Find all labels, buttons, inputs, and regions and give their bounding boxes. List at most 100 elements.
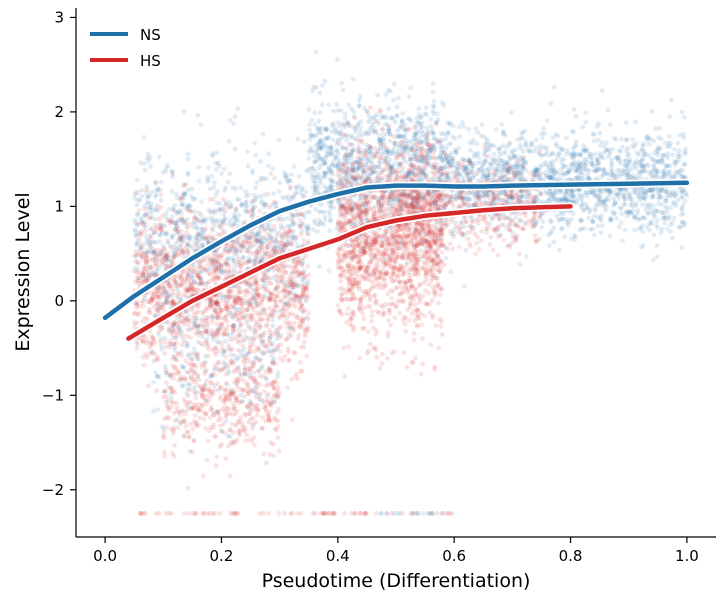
data-point-ns: [294, 190, 300, 195]
data-point-ns: [237, 260, 242, 266]
data-point-ns: [204, 267, 210, 273]
data-point-ns: [222, 269, 228, 275]
data-point-ns: [241, 255, 247, 261]
data-point-ns: [584, 193, 590, 199]
data-point-ns: [581, 142, 586, 148]
data-point-ns: [317, 178, 322, 184]
data-point-ns: [626, 151, 631, 157]
data-point-ns: [225, 256, 231, 262]
data-point-ns: [164, 231, 170, 237]
data-point-ns: [135, 211, 140, 217]
data-point-ns: [418, 134, 424, 139]
data-point-ns: [329, 123, 335, 128]
data-point-ns: [254, 278, 260, 284]
data-point-ns: [210, 218, 215, 223]
data-point-ns: [673, 192, 679, 197]
data-point-ns: [212, 332, 218, 337]
data-point-ns: [642, 196, 648, 202]
data-point-ns: [293, 212, 299, 218]
data-point-ns: [281, 216, 287, 222]
data-point-ns: [548, 101, 554, 107]
data-point-ns: [400, 111, 405, 116]
data-point-hs: [223, 208, 228, 213]
data-point-ns: [186, 203, 192, 209]
data-point-ns: [660, 210, 665, 215]
data-point-ns: [296, 294, 302, 300]
data-point-ns: [253, 238, 259, 244]
data-point-ns: [312, 218, 318, 223]
data-point-ns: [602, 144, 607, 149]
data-point-ns: [556, 247, 562, 253]
data-point-ns: [253, 185, 258, 191]
data-point-hs: [184, 230, 189, 236]
data-point-hs: [162, 350, 168, 356]
data-point-ns: [190, 225, 196, 230]
data-point-ns: [250, 168, 256, 173]
data-point-ns: [225, 179, 231, 185]
data-point-ns: [604, 172, 610, 177]
data-point-ns: [572, 237, 578, 243]
data-point-ns: [199, 227, 205, 232]
data-point-ns: [185, 216, 191, 222]
data-point-ns: [239, 244, 244, 250]
data-point-ns: [284, 175, 289, 181]
data-point-ns: [166, 218, 172, 224]
data-point-hs: [231, 352, 237, 358]
data-point-ns: [252, 232, 258, 238]
data-point-ns: [475, 130, 481, 136]
data-point-ns: [603, 207, 608, 213]
data-point-ns: [623, 120, 629, 125]
data-point-ns: [142, 241, 148, 247]
data-point-ns: [553, 132, 559, 137]
data-point-hs: [266, 305, 272, 311]
data-point-hs: [134, 340, 139, 345]
data-point-ns: [277, 244, 283, 250]
data-point-ns: [193, 315, 199, 321]
data-point-ns: [231, 243, 237, 249]
data-point-ns: [289, 196, 294, 202]
data-point-ns: [326, 102, 331, 108]
data-point-ns: [248, 282, 254, 288]
data-point-ns: [164, 257, 169, 263]
data-point-ns: [186, 313, 191, 318]
data-point-hs: [304, 326, 309, 332]
data-point-ns: [290, 291, 296, 296]
data-point-hs: [306, 232, 311, 238]
data-point-ns: [607, 122, 613, 127]
data-point-ns: [577, 164, 583, 170]
data-point-ns: [195, 238, 201, 243]
data-point-ns: [224, 202, 230, 207]
data-point-ns: [306, 156, 312, 162]
data-point-ns: [598, 230, 604, 236]
data-point-ns: [286, 239, 291, 245]
data-point-ns: [430, 89, 436, 95]
data-point-ns: [391, 97, 396, 103]
data-point-ns: [272, 175, 277, 181]
data-point-ns: [619, 206, 624, 212]
data-point-ns: [232, 214, 238, 220]
data-point-ns: [443, 137, 448, 142]
data-point-ns: [266, 151, 272, 156]
data-point-ns: [170, 248, 176, 254]
data-point-ns: [256, 392, 262, 398]
data-point-ns: [259, 198, 264, 204]
data-point-ns: [181, 250, 187, 256]
data-point-ns: [269, 202, 275, 208]
data-point-ns: [394, 104, 400, 110]
data-point-ns: [274, 238, 279, 244]
data-point-ns: [637, 226, 642, 232]
data-point-ns: [153, 180, 159, 186]
data-point-ns: [148, 233, 154, 239]
data-point-ns: [153, 250, 159, 256]
data-point-ns: [253, 234, 258, 240]
data-point-ns: [211, 185, 217, 190]
data-point-ns: [329, 200, 334, 206]
data-point-ns: [178, 195, 184, 201]
data-point-ns: [635, 207, 641, 213]
data-point-hs: [298, 231, 304, 237]
data-point-ns: [671, 215, 677, 221]
data-point-ns: [535, 167, 541, 173]
data-point-ns: [561, 163, 567, 169]
data-point-ns: [488, 161, 493, 166]
data-point-ns: [200, 281, 206, 286]
